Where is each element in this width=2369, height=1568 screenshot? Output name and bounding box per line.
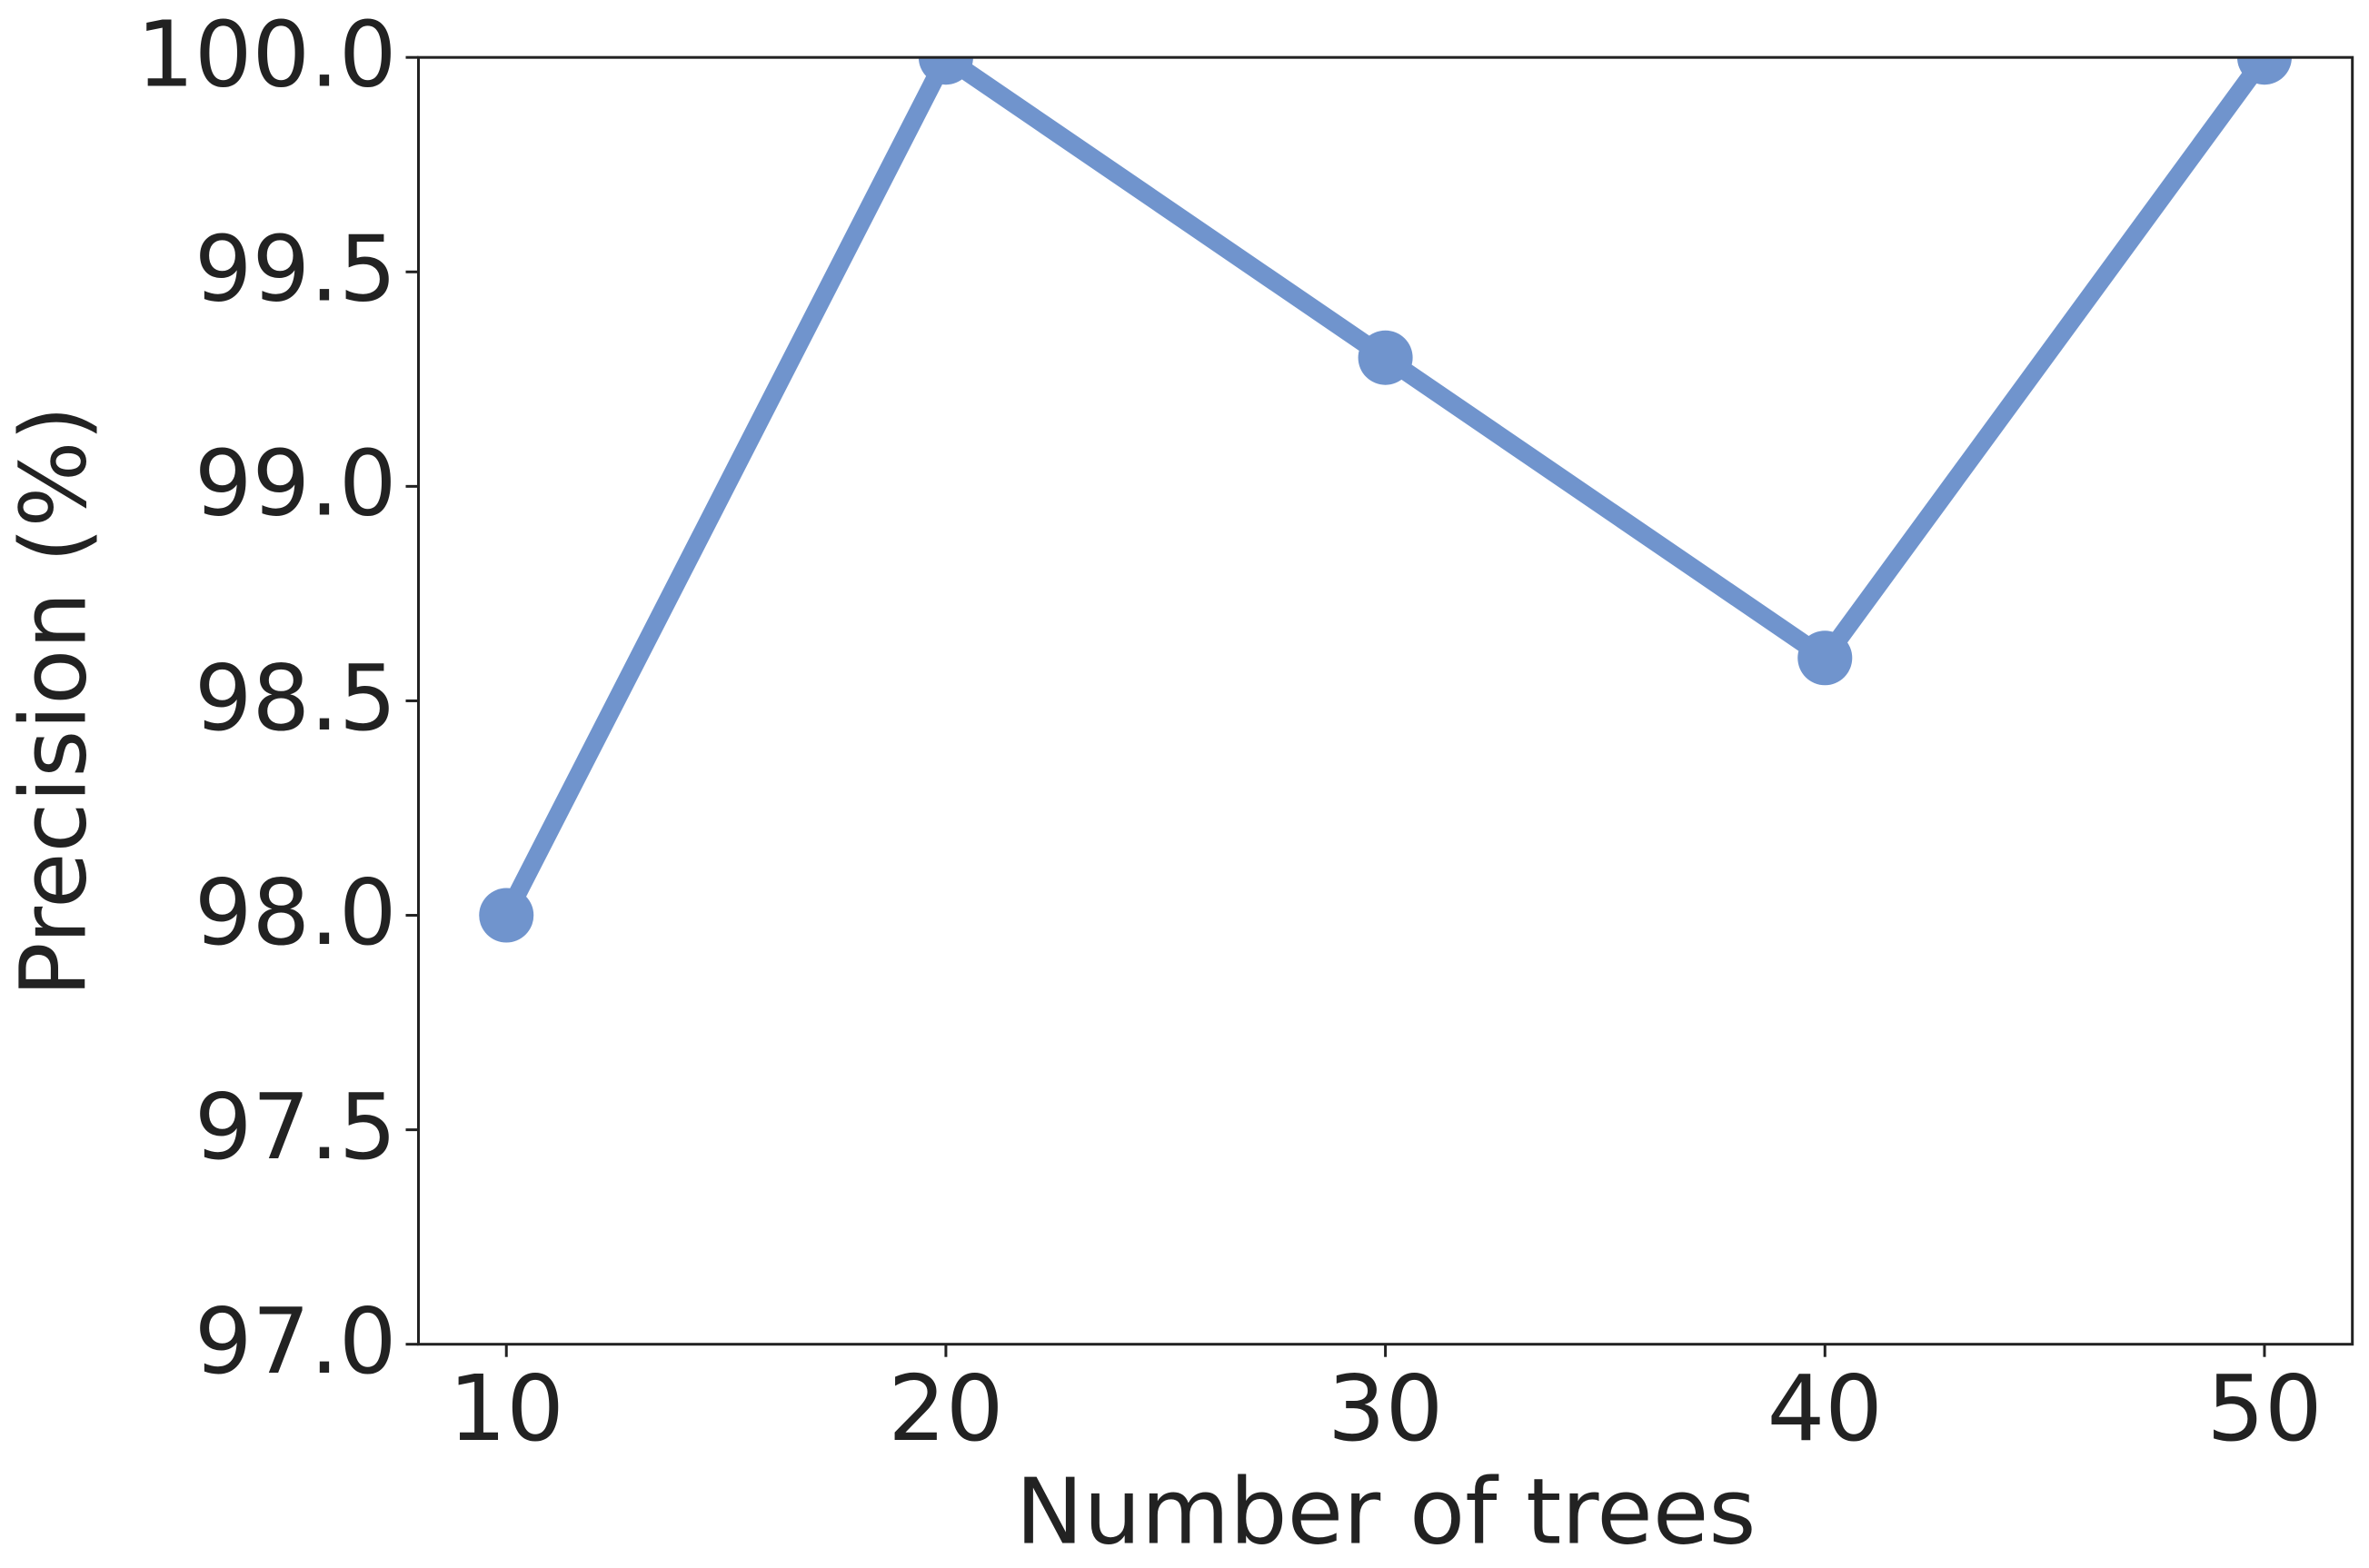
x-tick-label: 10 [449, 1355, 564, 1462]
data-point [918, 57, 973, 85]
x-tick-label: 40 [1767, 1355, 1883, 1462]
y-tick-label: 99.5 [194, 216, 397, 323]
x-axis-label: Number of trees [1016, 1458, 1757, 1564]
y-tick-label: 99.0 [194, 431, 397, 537]
x-tick-label: 20 [888, 1355, 1003, 1462]
y-tick-label: 97.5 [194, 1074, 397, 1180]
series-line [498, 57, 2273, 920]
x-tick-label: 30 [1328, 1355, 1443, 1462]
y-tick-label: 97.0 [194, 1288, 397, 1394]
y-tick-label: 98.5 [194, 645, 397, 751]
x-tick-label: 50 [2206, 1355, 2322, 1462]
y-tick-label: 98.0 [194, 859, 397, 966]
data-point [1358, 330, 1413, 385]
data-point [2236, 57, 2292, 85]
plot-area [479, 57, 2292, 943]
y-axis-label: Precision (%) [0, 405, 106, 997]
y-tick-label: 100.0 [136, 2, 396, 108]
data-point [479, 888, 534, 943]
plot-frame [417, 55, 2354, 1346]
data-point [1797, 630, 1853, 686]
